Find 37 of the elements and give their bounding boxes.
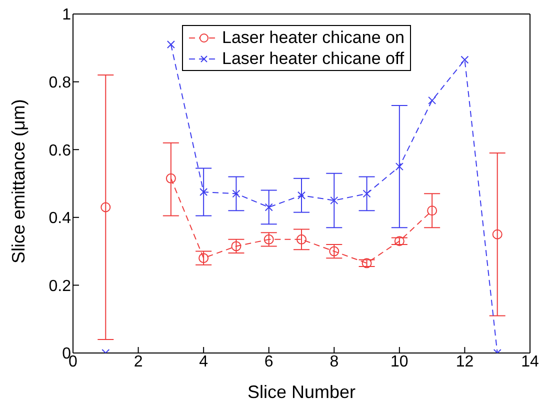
point [329, 246, 340, 256]
x-axis-title: Slice Number [247, 382, 356, 402]
x-tick-label: 4 [199, 353, 208, 370]
point [492, 229, 502, 240]
y-tick-label: 0.2 [48, 278, 72, 295]
point [362, 190, 371, 198]
y-axis-title: Slice emittance (μm) [8, 99, 28, 264]
legend-label: Laser heater chicane on [222, 27, 404, 48]
point [198, 253, 209, 264]
point [200, 188, 208, 196]
legend-label: Laser heater chicane off [222, 48, 404, 69]
y-tick-label: 1 [62, 6, 72, 24]
point [362, 258, 372, 268]
y-tick-label: 0.8 [48, 74, 72, 92]
x-tick-label: 12 [456, 353, 474, 370]
point [264, 234, 274, 244]
point [460, 56, 469, 64]
x-tick-label: 2 [134, 353, 143, 370]
point [166, 40, 175, 49]
point [330, 196, 338, 204]
point [264, 203, 273, 212]
y-tick-label: 0.4 [48, 210, 72, 228]
point [394, 236, 404, 246]
point [231, 241, 242, 252]
point [296, 234, 306, 244]
point [395, 162, 404, 171]
y-tick-label: 0.6 [48, 142, 72, 160]
point [428, 96, 436, 104]
point [100, 202, 111, 212]
point [427, 206, 438, 216]
point [232, 190, 240, 198]
x-tick-label: 6 [264, 353, 274, 370]
point [166, 173, 176, 184]
x-tick-label: 8 [330, 353, 339, 370]
x-tick-label: 14 [521, 353, 539, 370]
x-tick-label: 10 [390, 353, 408, 370]
point [298, 191, 306, 200]
